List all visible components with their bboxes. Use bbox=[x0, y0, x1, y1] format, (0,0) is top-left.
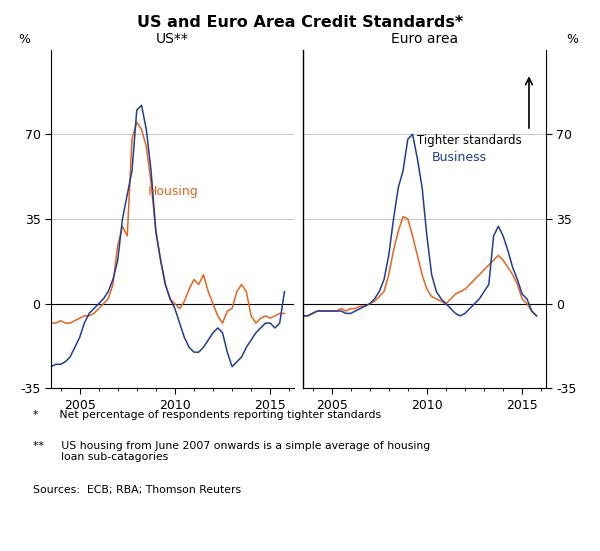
Text: **     US housing from June 2007 onwards is a simple average of housing
        : ** US housing from June 2007 onwards is … bbox=[33, 441, 430, 462]
Text: US and Euro Area Credit Standards*: US and Euro Area Credit Standards* bbox=[137, 15, 463, 30]
Text: %: % bbox=[567, 33, 579, 46]
Text: Business: Business bbox=[432, 152, 487, 164]
Text: Euro area: Euro area bbox=[391, 32, 458, 46]
Text: Tighter standards: Tighter standards bbox=[417, 134, 522, 147]
Text: Sources:  ECB; RBA; Thomson Reuters: Sources: ECB; RBA; Thomson Reuters bbox=[33, 485, 241, 495]
Text: US**: US** bbox=[156, 32, 189, 46]
Text: Housing: Housing bbox=[148, 185, 199, 198]
Text: *      Net percentage of respondents reporting tighter standards: * Net percentage of respondents reportin… bbox=[33, 410, 381, 420]
Text: %: % bbox=[18, 33, 30, 46]
